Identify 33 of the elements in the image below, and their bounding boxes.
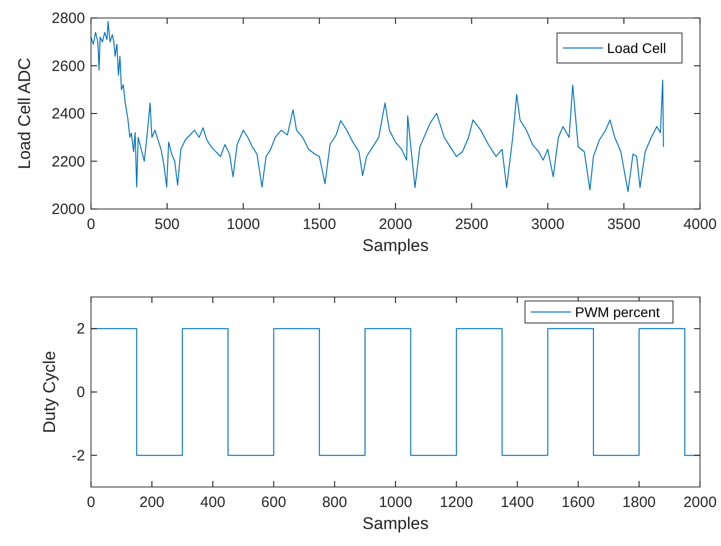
- legend-label: PWM percent: [575, 304, 660, 320]
- x-tick-label: 4000: [683, 216, 717, 233]
- x-tick-label: 500: [154, 216, 180, 233]
- y-axis-title: Duty Cycle: [40, 350, 59, 434]
- x-tick-label: 2500: [454, 216, 488, 233]
- y-tick-label: 2: [76, 320, 85, 338]
- x-tick-label: 600: [261, 494, 286, 511]
- x-tick-label: 2000: [378, 216, 412, 233]
- x-tick-label: 1000: [378, 494, 412, 511]
- x-tick-label: 400: [200, 494, 226, 511]
- x-tick-label: 1200: [440, 494, 474, 511]
- x-tick-label: 2000: [683, 494, 717, 511]
- x-axis-title: Samples: [362, 514, 429, 533]
- x-tick-label: 1600: [562, 494, 595, 511]
- y-tick-label: 2800: [52, 10, 85, 27]
- x-tick-label: 1000: [226, 216, 260, 233]
- y-tick-label: 2600: [52, 58, 85, 75]
- x-tick-label: 1800: [622, 494, 656, 511]
- x-tick-label: 3000: [531, 216, 564, 233]
- x-tick-label: 3500: [607, 216, 641, 233]
- y-tick-label: -2: [72, 447, 85, 464]
- y-tick-label: 2200: [52, 153, 85, 170]
- line-series: [90, 21, 664, 192]
- legend-label: Load Cell: [607, 40, 666, 56]
- y-axis-title: Load Cell ADC: [15, 58, 34, 170]
- x-tick-label: 1400: [500, 494, 534, 511]
- x-tick-label: 1500: [302, 216, 336, 233]
- y-tick-label: 0: [76, 384, 85, 401]
- x-tick-label: 200: [139, 494, 164, 511]
- x-axis-title: Samples: [362, 236, 429, 255]
- y-tick-label: 2000: [52, 201, 85, 218]
- y-tick-label: 2400: [52, 106, 85, 122]
- x-tick-label: 800: [322, 494, 348, 511]
